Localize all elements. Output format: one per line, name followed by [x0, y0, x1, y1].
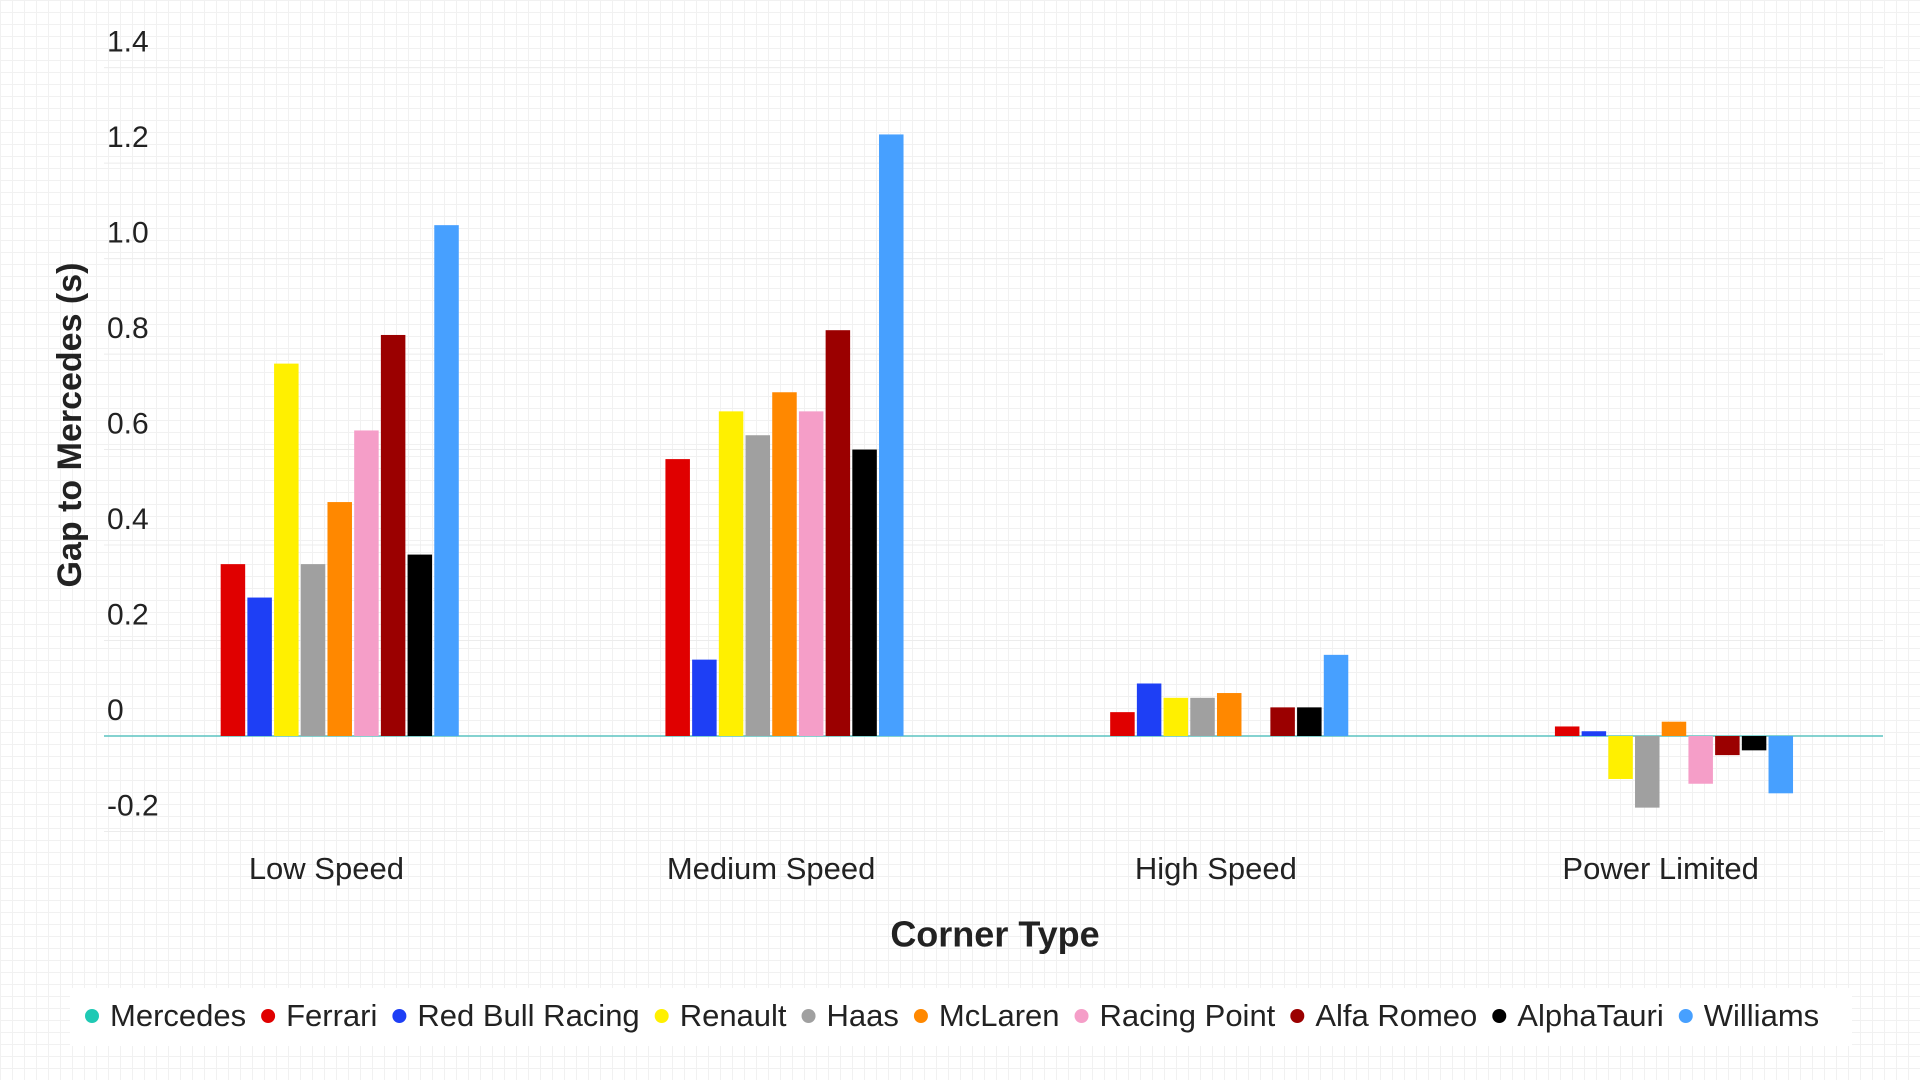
bar	[772, 392, 797, 737]
bar	[220, 564, 246, 737]
x-tick-label: High Speed	[1135, 851, 1297, 886]
legend-marker	[261, 1009, 276, 1023]
bar	[879, 134, 904, 737]
bar	[692, 659, 717, 737]
bar	[1297, 707, 1322, 737]
bar	[1635, 736, 1660, 808]
bar	[1581, 731, 1607, 737]
y-tick-label: 1.4	[107, 26, 149, 59]
legend-marker	[1290, 1009, 1305, 1023]
bar	[1110, 712, 1135, 737]
y-tick-label: 0.6	[107, 407, 149, 440]
legend-marker	[1678, 1009, 1693, 1023]
bar	[1741, 736, 1767, 751]
bar	[1715, 736, 1740, 756]
legend-label: Renault	[680, 998, 787, 1033]
y-tick-label: 0.2	[107, 598, 149, 631]
x-tick-label: Medium Speed	[667, 851, 876, 886]
legend-label: Ferrari	[286, 998, 377, 1033]
bar	[1768, 736, 1794, 794]
legend-marker	[85, 1009, 99, 1023]
bar	[1608, 736, 1633, 779]
bar	[665, 459, 690, 737]
bar	[327, 502, 352, 737]
legend-label: Red Bull Racing	[417, 998, 639, 1033]
bar	[1136, 683, 1162, 737]
x-tick-label: Power Limited	[1562, 851, 1758, 886]
y-tick-label: 1.0	[107, 216, 149, 249]
y-tick-label: 0	[107, 694, 124, 727]
bar	[1661, 721, 1687, 737]
bar	[247, 597, 272, 737]
legend-marker	[654, 1009, 669, 1023]
legend-marker	[913, 1009, 928, 1023]
bar	[274, 363, 299, 737]
bar	[1190, 697, 1215, 737]
bar	[434, 225, 459, 737]
bar	[1216, 693, 1242, 737]
bar	[354, 430, 379, 737]
legend-marker	[801, 1009, 816, 1023]
bar	[825, 330, 851, 737]
legend-marker	[1074, 1009, 1089, 1023]
bar	[798, 411, 824, 737]
legend-marker	[392, 1009, 407, 1023]
bar	[1554, 726, 1580, 737]
legend-label: Racing Point	[1100, 998, 1276, 1033]
legend-marker	[1492, 1009, 1507, 1023]
bar	[407, 554, 433, 737]
bar	[380, 334, 406, 737]
legend-label: AlphaTauri	[1517, 998, 1663, 1033]
x-axis-title: Corner Type	[890, 914, 1099, 955]
bar	[718, 411, 744, 737]
y-tick-label: -0.2	[107, 789, 159, 822]
legend-box	[70, 988, 1852, 1046]
y-tick-label: 0.8	[107, 312, 149, 345]
legend-label: Williams	[1704, 998, 1819, 1033]
bar	[1163, 697, 1189, 737]
bar	[852, 449, 877, 737]
y-tick-label: 1.2	[107, 121, 149, 154]
bar	[1688, 736, 1713, 784]
y-axis-title: Gap to Mercedes (s)	[51, 263, 89, 588]
bar	[1323, 654, 1349, 737]
legend-label: Alfa Romeo	[1315, 998, 1477, 1033]
y-tick-label: 0.4	[107, 503, 149, 536]
bar	[1270, 707, 1295, 737]
legend-label: Mercedes	[110, 998, 246, 1033]
x-tick-label: Low Speed	[249, 851, 404, 886]
bar	[745, 435, 771, 737]
legend-label: Haas	[827, 998, 899, 1033]
legend-label: McLaren	[939, 998, 1060, 1033]
bar	[300, 564, 326, 737]
